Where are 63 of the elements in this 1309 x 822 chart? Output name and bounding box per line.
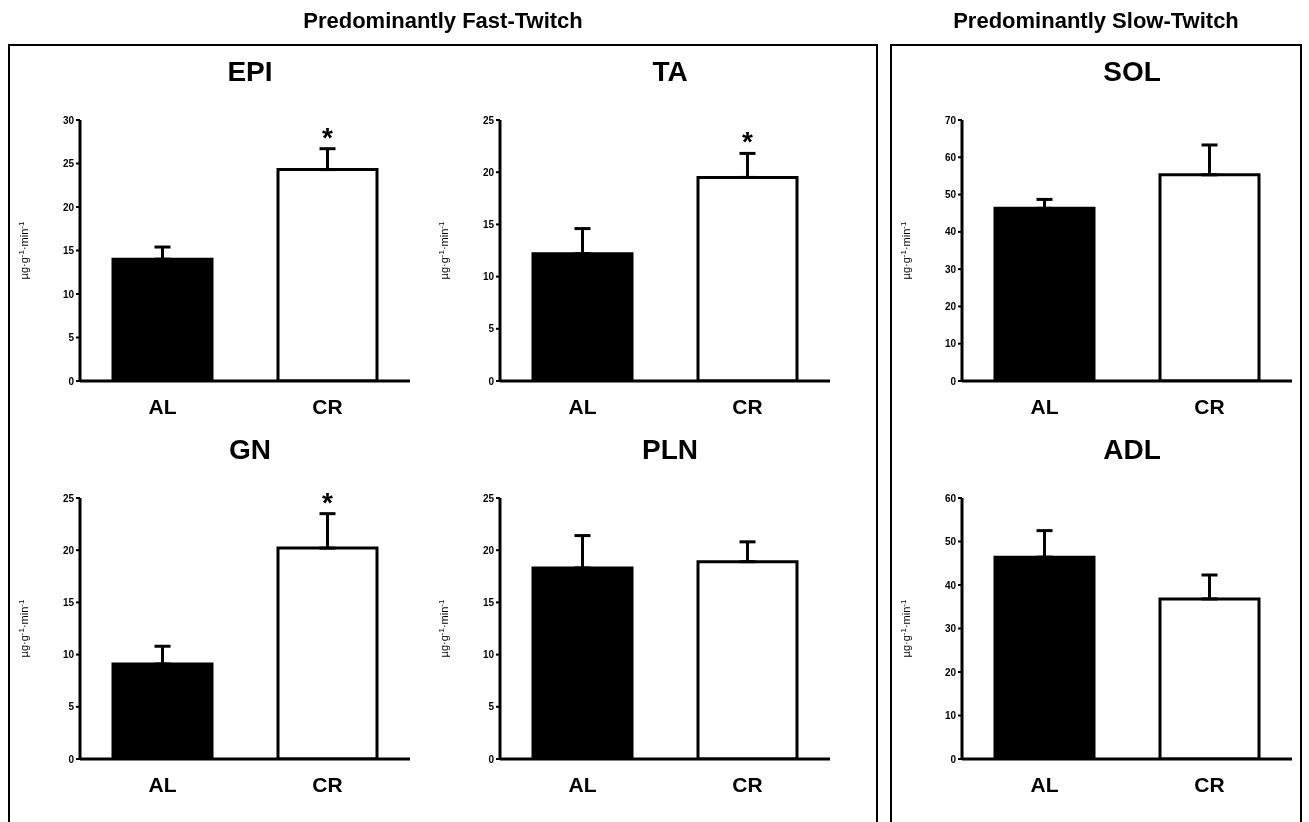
chart-title: EPI: [226, 56, 274, 89]
y-tick-label: 0: [488, 753, 495, 765]
y-tick-label: 30: [62, 114, 75, 126]
y-tick-label: 60: [944, 151, 957, 163]
x-tick-label: AL: [1030, 772, 1059, 796]
y-tick-label: 25: [482, 492, 495, 504]
x-tick-label: AL: [568, 394, 597, 418]
x-tick-label: CR: [1194, 394, 1225, 418]
y-tick-label: 10: [62, 288, 75, 300]
y-tick-label: 0: [68, 375, 75, 387]
annotation: *: [322, 486, 334, 518]
y-tick-label: 40: [944, 226, 957, 238]
x-tick-label: CR: [312, 394, 343, 418]
y-tick-label: 15: [62, 596, 75, 608]
y-tick-label: 0: [68, 753, 75, 765]
y-tick-label: 50: [944, 536, 957, 548]
x-tick-label: AL: [148, 394, 177, 418]
y-tick-label: 40: [944, 579, 957, 591]
y-tick-label: 30: [944, 263, 957, 275]
y-tick-label: 10: [944, 710, 957, 722]
y-tick-label: 0: [488, 375, 495, 387]
y-tick-label: 20: [482, 166, 495, 178]
y-tick-label: 25: [62, 492, 75, 504]
y-tick-label: 5: [68, 701, 75, 713]
x-tick-label: CR: [732, 394, 763, 418]
y-tick-label: 50: [944, 189, 957, 201]
y-tick-label: 15: [482, 218, 495, 230]
y-tick-label: 15: [482, 596, 495, 608]
chart-title: PLN: [641, 434, 699, 467]
chart-title: TA: [651, 56, 689, 89]
y-tick-label: 10: [944, 338, 957, 350]
y-tick-label: 20: [944, 300, 957, 312]
y-tick-label: 0: [950, 375, 957, 387]
x-tick-label: AL: [148, 772, 177, 796]
y-tick-label: 5: [488, 323, 495, 335]
x-tick-label: AL: [568, 772, 597, 796]
y-tick-label: 20: [944, 666, 957, 678]
y-tick-label: 25: [62, 158, 75, 170]
x-tick-label: CR: [312, 772, 343, 796]
x-tick-label: AL: [1030, 394, 1059, 418]
y-tick-label: 60: [944, 492, 957, 504]
chart-title: GN: [228, 434, 272, 467]
y-tick-label: 70: [944, 114, 957, 126]
y-tick-label: 15: [62, 245, 75, 257]
y-tick-label: 20: [62, 544, 75, 556]
y-tick-label: 25: [482, 114, 495, 126]
text: Predominantly Fast-Twitch: [303, 8, 583, 33]
y-tick-label: 20: [62, 201, 75, 213]
x-tick-label: CR: [732, 772, 763, 796]
annotation: *: [322, 121, 334, 153]
y-tick-label: 5: [488, 701, 495, 713]
y-tick-label: 5: [68, 332, 75, 344]
y-tick-label: 10: [482, 271, 495, 283]
x-tick-label: CR: [1194, 772, 1225, 796]
y-tick-label: 0: [950, 753, 957, 765]
y-tick-label: 30: [944, 623, 957, 635]
y-tick-label: 10: [62, 649, 75, 661]
chart-title: ADL: [1102, 434, 1162, 467]
chart-title: SOL: [1102, 56, 1162, 89]
y-tick-label: 10: [482, 649, 495, 661]
text: Predominantly Slow-Twitch: [953, 8, 1239, 33]
y-tick-label: 20: [482, 544, 495, 556]
annotation: *: [742, 126, 754, 158]
